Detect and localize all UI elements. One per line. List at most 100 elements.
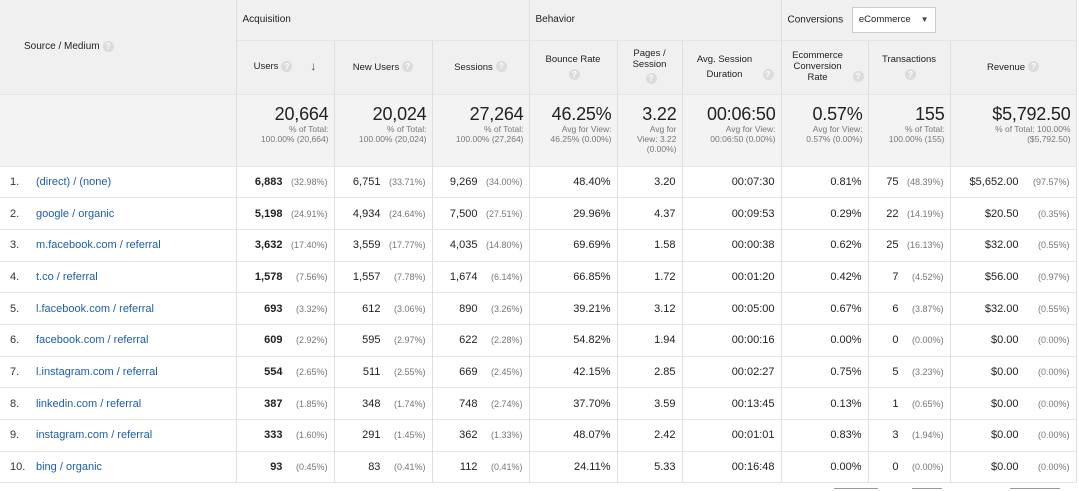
users-cell: 93 (0.45%) — [236, 451, 335, 484]
transactions-value: 3 — [892, 429, 899, 442]
avg-session-duration-column-header[interactable]: Avg. Session Duration? — [682, 40, 782, 95]
new-users-percent: (24.64%) — [388, 208, 426, 219]
pagination-control-fragment[interactable] — [912, 488, 942, 491]
help-icon[interactable]: ? — [402, 61, 414, 73]
total-users: 20,664% of Total: 100.00% (20,664) — [236, 94, 335, 167]
revenue-percent: (0.55%) — [1038, 303, 1070, 314]
users-column-header[interactable]: Users? ↓ — [236, 40, 335, 95]
pages-session-column-header[interactable]: Pages / Session? — [617, 40, 683, 95]
total-revenue: $5,792.50% of Total: 100.00% ($5,792.50) — [950, 94, 1077, 167]
bounce-rate-cell: 37.70% — [529, 387, 618, 420]
transactions-cell: 0 (0.00%) — [868, 324, 951, 357]
users-percent: (3.32%) — [295, 303, 328, 314]
users-value: 5,198 — [254, 207, 283, 220]
pagination-control-fragment[interactable] — [834, 488, 878, 491]
bounce-rate-value: 54.82% — [573, 334, 611, 347]
conversions-type-dropdown[interactable]: eCommerce ▼ — [851, 6, 936, 33]
pagination-control-fragment[interactable] — [1010, 488, 1060, 491]
source-medium-link[interactable]: instagram.com / referral — [36, 429, 153, 442]
total-sessions-sub2: 100.00% (27,264) — [455, 133, 524, 144]
acquisition-group-header: Acquisition — [236, 0, 530, 41]
users-cell: 5,198 (24.91%) — [236, 197, 335, 230]
total-avg-session-duration-sub2: 00:06:50 (0.00%) — [710, 133, 776, 144]
revenue-column-header[interactable]: Revenue? — [950, 40, 1077, 95]
revenue-value: $0.00 — [990, 334, 1019, 347]
total-avg-session-duration: 00:06:50 Avg for View: 00:06:50 (0.00%) — [682, 94, 782, 167]
pages-session-cell: 2.42 — [617, 419, 683, 452]
source-medium-link[interactable]: linkedin.com / referral — [36, 397, 142, 410]
users-cell: 554 (2.65%) — [236, 356, 335, 389]
conversion-rate-cell: 0.62% — [781, 229, 869, 262]
pages-session-cell: 3.59 — [617, 387, 683, 420]
conversion-rate-value: 0.42% — [830, 270, 862, 283]
conversion-rate-value: 0.83% — [830, 429, 862, 442]
sessions-value: 9,269 — [449, 175, 478, 188]
revenue-value: $5,652.00 — [969, 175, 1019, 188]
users-cell: 693 (3.32%) — [236, 292, 335, 325]
revenue-cell: $20.50 (0.35%) — [950, 197, 1077, 230]
total-revenue-sub1: % of Total: 100.00% — [995, 123, 1071, 134]
help-icon[interactable]: ? — [569, 68, 580, 80]
source-medium-link[interactable]: l.facebook.com / referral — [36, 302, 154, 315]
table-row: 5. l.facebook.com / referral 693 (3.32%) 61… — [0, 292, 1077, 325]
ecommerce-conversion-rate-column-header[interactable]: Ecommerce Conversion Rate? — [781, 40, 869, 95]
arrow-down-icon[interactable]: ↓ — [310, 59, 317, 74]
sessions-value: 4,035 — [449, 239, 478, 252]
bounce-rate-column-header[interactable]: Bounce Rate? — [529, 40, 618, 95]
pages-session-cell: 3.20 — [617, 166, 683, 199]
pages-session-cell: 3.12 — [617, 292, 683, 325]
source-medium-link[interactable]: bing / organic — [36, 461, 103, 474]
conversion-rate-value: 0.00% — [830, 461, 862, 474]
new-users-column-header[interactable]: New Users? — [334, 40, 433, 95]
users-value: 387 — [264, 397, 283, 410]
help-icon[interactable]: ? — [762, 68, 774, 80]
total-avg-session-duration-value: 00:06:50 — [707, 103, 776, 124]
transactions-percent: (14.19%) — [906, 208, 944, 219]
revenue-value: $32.00 — [984, 239, 1019, 252]
help-icon[interactable]: ? — [1028, 61, 1040, 73]
avg-session-duration-cell: 00:07:30 — [682, 166, 782, 199]
pages-session-value: 3.12 — [654, 302, 676, 315]
transactions-percent: (1.94%) — [912, 430, 944, 441]
total-pages-session: 3.22 Avg for View: 3.22 (0.00%) — [617, 94, 683, 167]
sessions-cell: 890 (3.26%) — [432, 292, 530, 325]
conversions-group-header: Conversions eCommerce ▼ — [781, 0, 1077, 41]
sessions-value: 362 — [459, 429, 478, 442]
help-icon[interactable]: ? — [905, 68, 917, 80]
help-icon[interactable]: ? — [852, 71, 864, 83]
users-percent: (0.45%) — [295, 462, 328, 473]
total-bounce-rate-value: 46.25% — [551, 103, 612, 124]
sessions-percent: (1.33%) — [490, 430, 523, 441]
total-bounce-rate-sub2: 46.25% (0.00%) — [550, 133, 612, 144]
pages-session-value: 2.42 — [654, 429, 676, 442]
table-row: 3. m.facebook.com / referral 3,632 (17.40%… — [0, 229, 1077, 262]
new-users-cell: 3,559 (17.77%) — [334, 229, 433, 262]
source-medium-cell: 1. (direct) / (none) — [0, 166, 237, 199]
sessions-cell: 112 (0.41%) — [432, 451, 530, 484]
new-users-value: 595 — [362, 334, 381, 347]
source-medium-link[interactable]: t.co / referral — [36, 270, 98, 283]
source-medium-link[interactable]: facebook.com / referral — [36, 334, 149, 347]
help-icon[interactable]: ? — [281, 61, 293, 73]
source-medium-link[interactable]: l.instagram.com / referral — [36, 365, 158, 378]
sessions-column-header[interactable]: Sessions? — [432, 40, 530, 95]
transactions-value: 6 — [892, 302, 899, 315]
transactions-cell: 25 (16.13%) — [868, 229, 951, 262]
source-medium-link[interactable]: google / organic — [36, 207, 115, 220]
sessions-cell: 622 (2.28%) — [432, 324, 530, 357]
avg-session-duration-cell: 00:05:00 — [682, 292, 782, 325]
help-icon[interactable]: ? — [102, 41, 114, 53]
bounce-rate-cell: 29.96% — [529, 197, 618, 230]
source-medium-link[interactable]: (direct) / (none) — [36, 175, 112, 188]
transactions-column-header[interactable]: Transactions? — [868, 40, 951, 95]
bounce-rate-value: 48.07% — [573, 429, 611, 442]
help-icon[interactable]: ? — [495, 61, 507, 73]
source-medium-link[interactable]: m.facebook.com / referral — [36, 239, 161, 252]
avg-session-duration-cell: 00:16:48 — [682, 451, 782, 484]
avg-session-duration-value: 00:16:48 — [731, 461, 775, 474]
total-new-users-sub1: % of Total: — [386, 123, 427, 134]
help-icon[interactable]: ? — [645, 73, 657, 85]
avg-session-duration-cell: 00:00:38 — [682, 229, 782, 262]
source-medium-header[interactable]: Source / Medium? — [0, 0, 237, 95]
